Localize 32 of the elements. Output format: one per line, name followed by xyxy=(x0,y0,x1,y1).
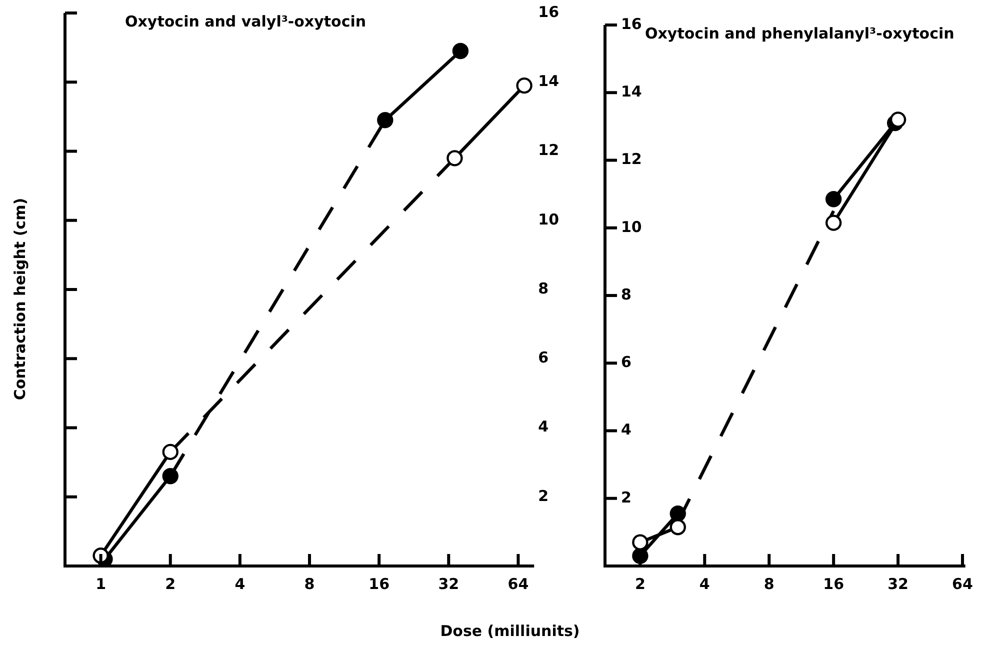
y-tick-label: 8 xyxy=(538,279,549,298)
y-tick-label: 4 xyxy=(621,420,632,439)
x-tick-label: 32 xyxy=(438,574,460,593)
y-tick-label: 14 xyxy=(538,72,559,90)
y-tick-label: 10 xyxy=(538,210,559,228)
x-tick-label: 2 xyxy=(165,574,176,593)
x-tick-label: 64 xyxy=(952,574,973,593)
y-tick-label: 2 xyxy=(538,486,549,505)
x-tick-label: 8 xyxy=(304,574,315,593)
y-tick-label: 16 xyxy=(621,14,642,33)
y-tick-label: 12 xyxy=(538,141,559,160)
y-tick-label: 8 xyxy=(621,285,632,304)
chart-title: Oxytocin and valyl³-oxytocin xyxy=(125,12,366,30)
x-tick-label: 64 xyxy=(508,574,529,593)
y-tick-label: 6 xyxy=(538,348,549,367)
x-tick-label: 32 xyxy=(888,574,908,593)
y-tick-label: 2 xyxy=(621,488,632,506)
x-tick-label: 16 xyxy=(368,574,390,593)
y-tick-label: 16 xyxy=(538,2,559,21)
x-tick-label: 8 xyxy=(764,574,774,593)
y-tick-label: 6 xyxy=(621,353,632,372)
y-tick-label: 10 xyxy=(621,218,642,236)
y-tick-label: 14 xyxy=(621,82,642,101)
y-tick-label: 4 xyxy=(538,418,549,436)
x-tick-label: 16 xyxy=(823,574,844,593)
x-tick-label: 4 xyxy=(699,574,710,593)
x-tick-label: 4 xyxy=(234,574,246,593)
x-tick-label: 1 xyxy=(96,574,106,593)
y-tick-label: 12 xyxy=(621,150,642,168)
y-axis-title: Contraction height (cm) xyxy=(11,196,29,402)
chart-title: Oxytocin and phenylalanyl³-oxytocin xyxy=(645,24,954,42)
x-axis-title: Dose (milliunits) xyxy=(439,622,581,640)
